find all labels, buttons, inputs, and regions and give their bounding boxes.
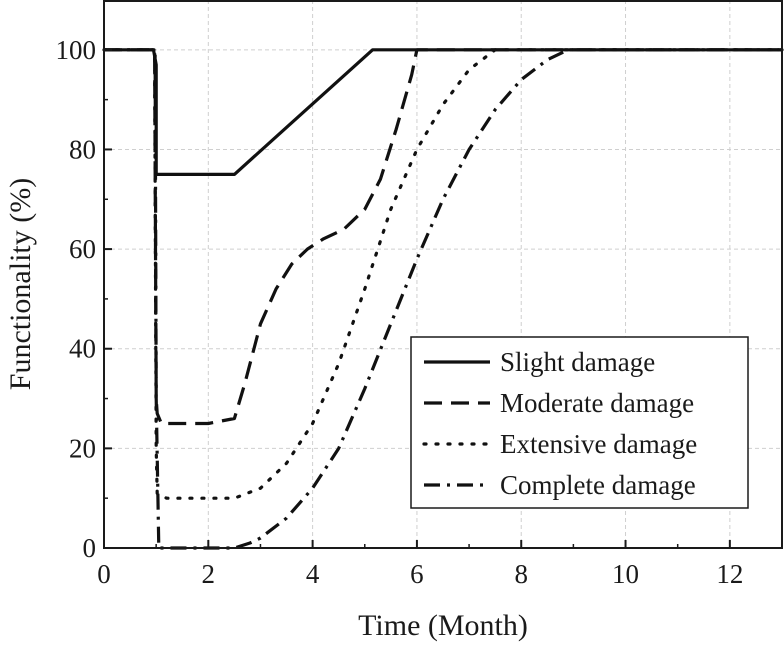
legend-label-2: Moderate damage <box>500 388 694 418</box>
y-tick-label: 60 <box>69 234 96 264</box>
y-tick-label: 40 <box>69 334 96 364</box>
x-tick-label: 10 <box>612 559 639 589</box>
axis-ticks: 0 2 4 6 8 10 12 0 20 40 60 80 100 <box>56 0 783 589</box>
legend-box <box>410 336 749 509</box>
x-tick-label: 8 <box>514 559 528 589</box>
y-axis-label: Functionality (%) <box>4 178 37 390</box>
x-axis-label: Time (Month) <box>358 609 528 642</box>
x-tick-label: 2 <box>202 559 216 589</box>
y-tick-label: 0 <box>83 533 97 563</box>
y-tick-label: 100 <box>56 35 97 65</box>
legend-label-1: Slight damage <box>500 347 655 377</box>
y-tick-label: 20 <box>69 433 96 463</box>
plot-frame <box>103 0 783 549</box>
y-tick-label: 80 <box>69 134 96 164</box>
series-line-2 <box>104 48 782 426</box>
legend-label-4: Complete damage <box>500 470 696 500</box>
legend-label-3: Extensive damage <box>500 429 697 459</box>
x-tick-label: 12 <box>716 559 743 589</box>
series-line-1 <box>104 48 782 176</box>
x-tick-label: 0 <box>97 559 111 589</box>
series-line-3 <box>102 48 784 500</box>
legend: Slight damage Moderate damage Extensive da… <box>410 336 749 509</box>
x-tick-label: 4 <box>306 559 320 589</box>
x-tick-label: 6 <box>410 559 424 589</box>
